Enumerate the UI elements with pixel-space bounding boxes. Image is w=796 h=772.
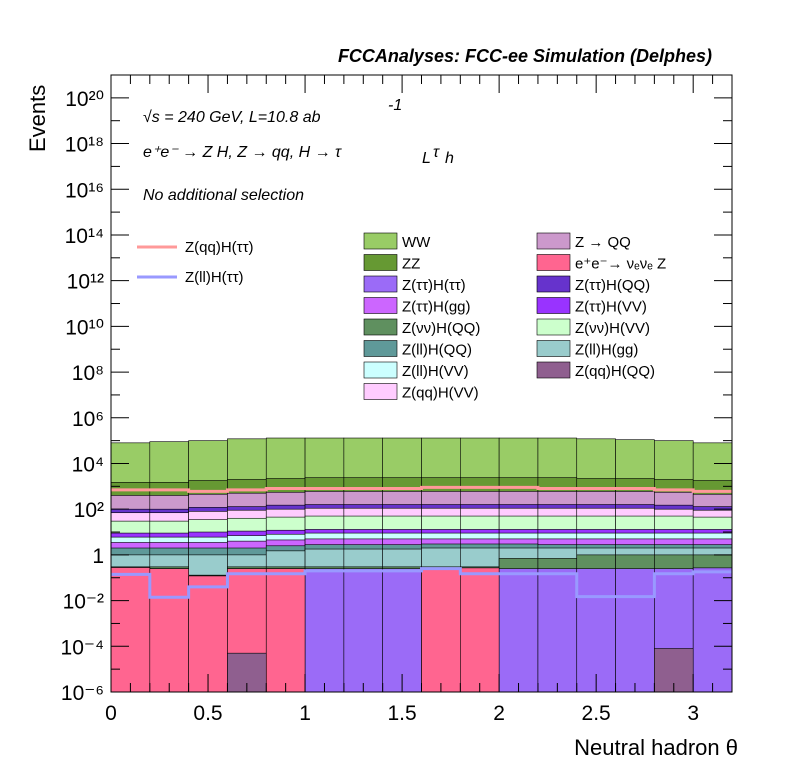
line-z-ll-h <box>111 567 732 599</box>
legend-label-z-ll-h: Z(ll)H(ττ) <box>185 269 244 286</box>
legend: Z(qq)H(ττ) Z(ll)H(ττ) WW ZZ Z(ττ)H(ττ) Z(ττ)H… <box>137 232 666 402</box>
legend-label-z-h-vv: Z(ττ)H(VV) <box>575 299 647 316</box>
x-tick-label: 0.5 <box>193 702 222 725</box>
x-tick-label: 2 <box>493 702 505 725</box>
legend-swatch-z-qq-h-vv <box>363 383 398 400</box>
legend-swatch-z-h-vv <box>536 318 571 336</box>
legend-swatch-ww <box>363 232 398 250</box>
bar-z-h-bin-11 <box>537 568 578 693</box>
bar-e-e-z-bin-8 <box>421 567 461 693</box>
legend-swatch-z-h-qq <box>363 318 398 336</box>
legend-swatch-z-h-qq <box>536 275 571 293</box>
bar-e-e-z-bin-9 <box>460 567 500 693</box>
y-tick-label: 10¹⁸ <box>65 134 104 157</box>
y-axis-label: Events <box>25 85 50 152</box>
y-tick-label: 10¹⁴ <box>65 225 104 248</box>
legend-label-z-h-vv: Z(νν)H(VV) <box>575 320 650 337</box>
legend-label-z-qq-h-qq: Z(qq)H(QQ) <box>575 363 655 380</box>
x-tick-label: 1 <box>299 702 311 725</box>
legend-label-z-qq-h-vv: Z(qq)H(VV) <box>402 385 479 402</box>
bar-z-h-bin-12 <box>576 568 616 693</box>
legend-label-z-ll-h-vv: Z(ll)H(VV) <box>402 363 469 380</box>
annotation-selection: No additional selection <box>143 187 304 204</box>
y-tick-label: 10⁶ <box>72 408 104 431</box>
legend-swatch-z-h-gg <box>363 297 398 314</box>
annotation-block: √s = 240 GeV, L=10.8 ab -1 e⁺e⁻ → Z H, Z… <box>143 97 454 204</box>
x-tick-label: 2.5 <box>582 702 611 725</box>
y-tick-label: 10¹² <box>67 271 104 294</box>
legend-label-zz: ZZ <box>402 256 420 273</box>
annotation-process: e⁺e⁻ → Z H, Z → qq, H → τ <box>143 144 342 161</box>
y-tick-label: 10⁻⁶ <box>61 682 104 705</box>
legend-label-z-h: Z(ττ)H(ττ) <box>402 277 466 294</box>
bar-z-h-bin-7 <box>382 568 422 693</box>
legend-swatch-zz <box>363 254 398 271</box>
legend-label-ww: WW <box>402 234 431 251</box>
legend-swatch-z-ll-h-vv <box>363 361 398 379</box>
legend-swatch-z-h <box>363 275 398 293</box>
x-axis-label: Neutral hadron θ <box>574 735 738 760</box>
x-tick-label: 1.5 <box>387 702 416 725</box>
y-tick-label: 1 <box>92 545 104 568</box>
legend-label-z-h-gg: Z(ττ)H(gg) <box>402 299 471 316</box>
bar-z-h-bin-5 <box>304 568 345 693</box>
chart-title: FCCAnalyses: FCC-ee Simulation (Delphes) <box>338 46 712 66</box>
legend-swatch-z-ll-h-gg <box>536 340 571 357</box>
annotation-process-tau2: τ <box>433 144 440 161</box>
legend-swatch-e-e-z <box>536 254 571 271</box>
legend-label-z-qq: Z → QQ <box>575 234 631 251</box>
y-tick-label: 10¹⁰ <box>65 316 104 339</box>
y-tick-label: 10⁸ <box>72 362 104 385</box>
x-tick-label: 0 <box>105 702 117 725</box>
bar-z-h-bin-13 <box>615 568 655 693</box>
annotation-lumi-exponent: -1 <box>388 97 402 114</box>
bar-z-h-bin-10 <box>498 568 539 693</box>
signal-lines <box>111 485 732 599</box>
bar-e-e-z-bin-4 <box>265 568 306 693</box>
y-tick-label: 10²⁰ <box>65 88 104 111</box>
y-tick-label: 10⁻⁴ <box>61 636 104 659</box>
bar-e-e-z-bin-1 <box>149 568 189 693</box>
legend-label-z-h-qq: Z(ττ)H(QQ) <box>575 277 650 294</box>
legend-label-e-e-z: e⁺e⁻→ νₑνₑ Z <box>575 256 666 273</box>
bar-z-h-bin-15 <box>692 567 733 693</box>
legend-label-z-ll-h-gg: Z(ll)H(gg) <box>575 342 638 359</box>
line-z-qq-h <box>111 485 732 493</box>
legend-label-z-ll-h-qq: Z(ll)H(QQ) <box>402 342 472 359</box>
bar-e-e-z-bin-0 <box>110 567 151 693</box>
legend-label-z-qq-h: Z(qq)H(ττ) <box>185 239 254 256</box>
legend-swatch-z-h-vv <box>536 297 571 314</box>
histogram-bars <box>110 437 733 693</box>
y-tick-label: 10⁴ <box>72 453 104 476</box>
legend-swatch-z-ll-h-qq <box>363 340 398 357</box>
x-tick-label: 3 <box>687 702 699 725</box>
y-tick-label: 10¹⁶ <box>65 179 104 202</box>
y-tick-label: 10⁻² <box>63 591 104 614</box>
bar-z-h-bin-6 <box>343 568 383 693</box>
annotation-process-sub-h: h <box>445 150 454 167</box>
legend-swatch-z-qq-h-qq <box>536 361 571 379</box>
annotation-process-sub-l: L <box>422 150 431 167</box>
annotation-energy: √s = 240 GeV, L=10.8 ab <box>143 109 321 126</box>
legend-label-z-h-qq: Z(νν)H(QQ) <box>402 320 480 337</box>
axis-ticks: 0 0.5 1 1.5 2 2.5 3 10⁻⁶ 10⁻⁴ 10⁻² 1 10² 10⁴ 10⁶ 10⁸ 10… <box>61 75 732 725</box>
y-tick-label: 10² <box>74 499 104 522</box>
legend-swatch-z-qq <box>536 232 571 250</box>
